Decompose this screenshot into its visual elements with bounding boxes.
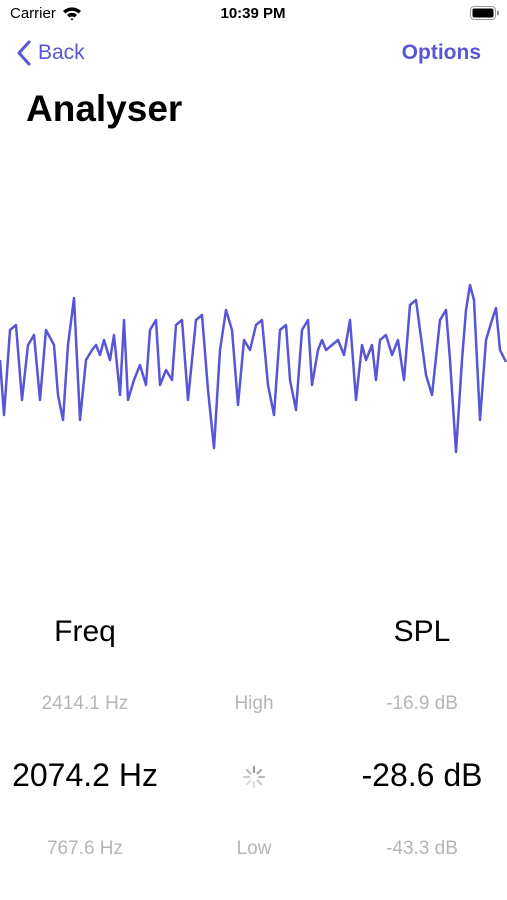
high-spl: -16.9 dB bbox=[386, 693, 458, 714]
activity-spinner bbox=[242, 765, 266, 789]
low-freq: 767.6 Hz bbox=[46, 838, 124, 859]
high-label: High bbox=[234, 693, 274, 714]
freq-header: Freq bbox=[54, 615, 116, 648]
battery-icon bbox=[470, 6, 499, 20]
low-label: Low bbox=[236, 838, 272, 859]
low-spl: -43.3 dB bbox=[386, 838, 458, 859]
waveform bbox=[0, 283, 507, 454]
current-freq: 2074.2 Hz bbox=[12, 757, 158, 793]
current-spl: -28.6 dB bbox=[361, 757, 483, 793]
page-title: Analyser bbox=[26, 88, 183, 129]
back-button[interactable]: Back bbox=[38, 41, 85, 64]
high-freq: 2414.1 Hz bbox=[41, 693, 129, 714]
wifi-icon bbox=[63, 7, 81, 21]
carrier: Carrier bbox=[10, 5, 56, 22]
spl-header: SPL bbox=[393, 615, 451, 648]
options-button[interactable]: Options bbox=[401, 41, 481, 64]
time: 10:39 PM bbox=[220, 5, 286, 22]
back-chevron[interactable] bbox=[16, 40, 32, 66]
